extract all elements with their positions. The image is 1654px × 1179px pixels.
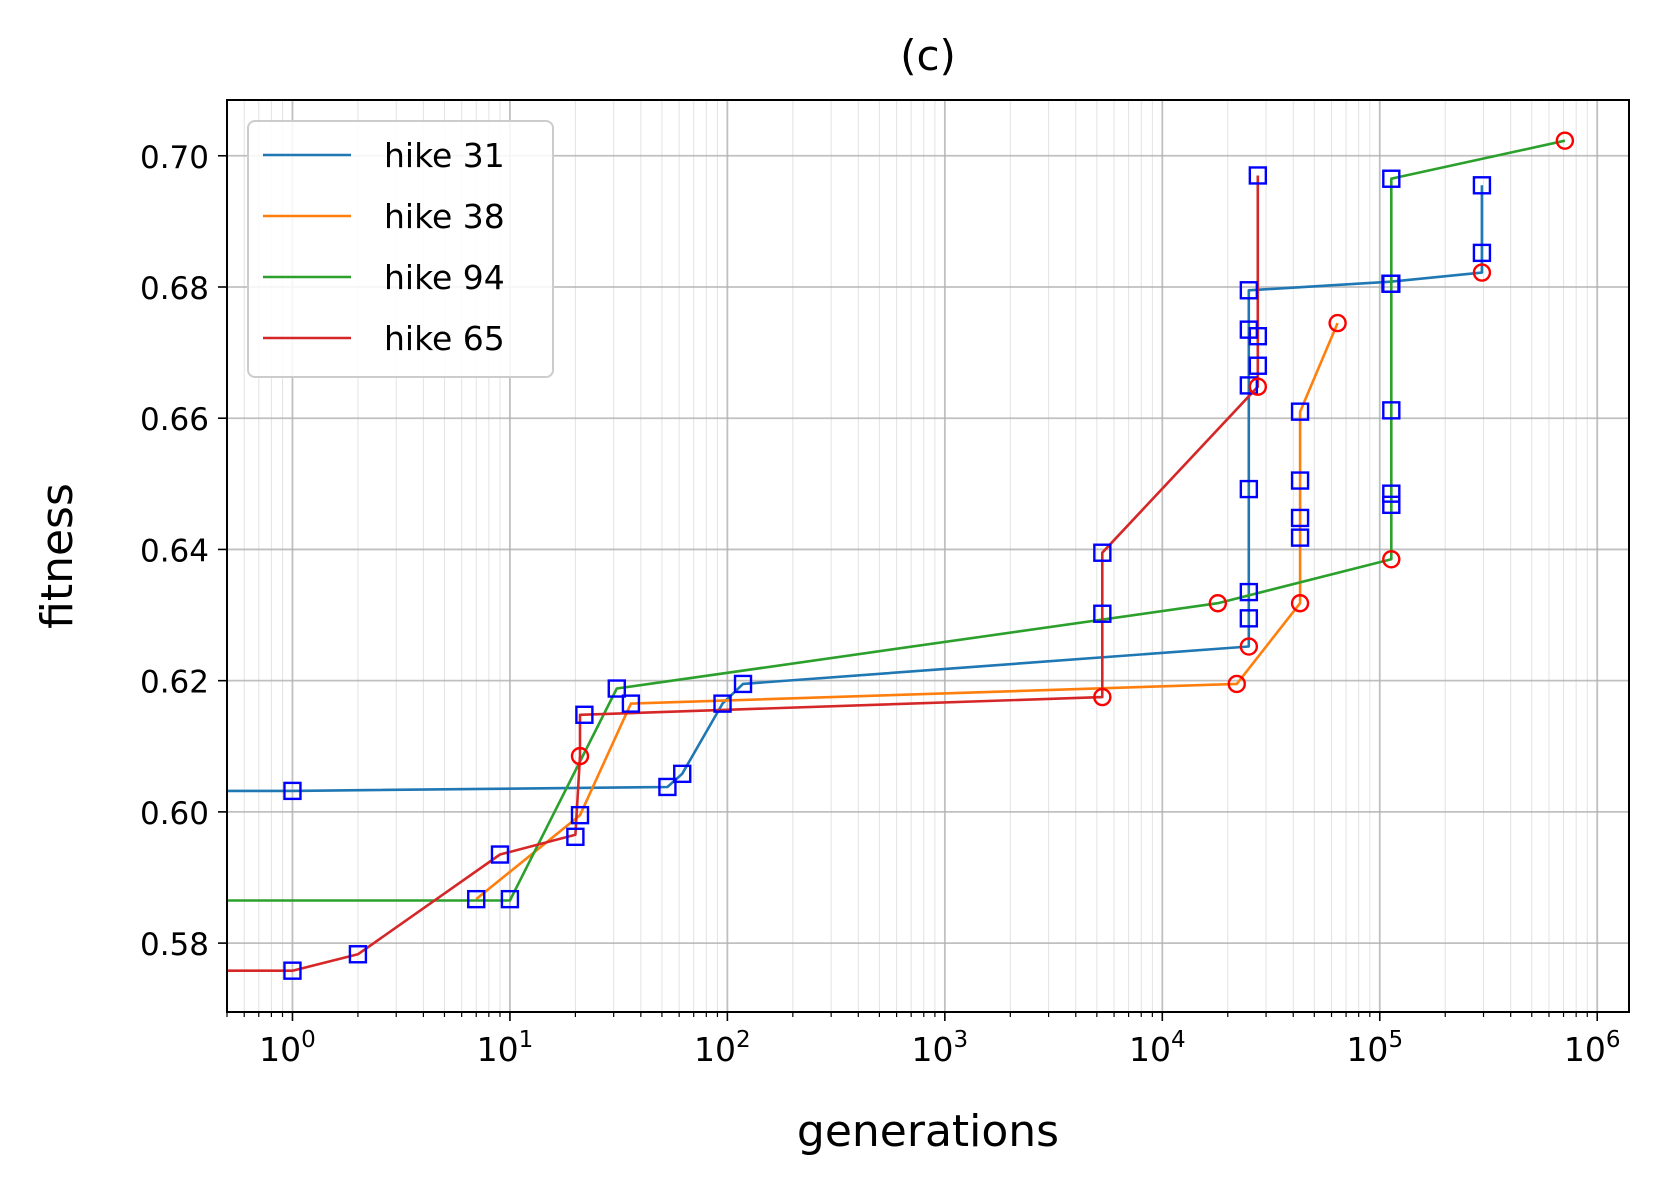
square-marker-hike-94	[1382, 484, 1401, 503]
legend-label-hike-31: hike 31	[384, 136, 505, 175]
y-tick-label: 0.64	[140, 533, 209, 569]
circle-marker-hike-65	[1093, 687, 1112, 707]
legend-box	[247, 120, 554, 378]
square-marker-hike-94	[1382, 401, 1401, 420]
circle-marker-hike-31	[1239, 637, 1259, 656]
square-marker-hike-31	[658, 777, 677, 797]
square-marker-hike-65	[348, 945, 368, 964]
legend-label-hike-94: hike 94	[384, 258, 505, 297]
circle-marker-hike-38	[1328, 313, 1347, 333]
x-tick-label: 103	[912, 1027, 969, 1069]
legend-label-hike-65: hike 65	[384, 319, 505, 358]
marker-layer	[283, 131, 1575, 980]
square-marker-hike-31	[733, 674, 753, 694]
square-marker-hike-31	[1472, 243, 1492, 263]
circle-marker-hike-31	[1472, 263, 1492, 282]
circle-marker-hike-94	[1555, 131, 1575, 150]
square-marker-hike-38	[1290, 528, 1310, 547]
square-marker-hike-65	[1093, 604, 1112, 623]
square-marker-hike-65	[1248, 166, 1268, 185]
square-marker-hike-65	[1093, 543, 1112, 562]
y-tick-label: 0.70	[140, 140, 209, 176]
y-tick-label: 0.66	[140, 402, 209, 438]
square-marker-hike-38	[570, 805, 590, 825]
square-marker-hike-94	[1382, 274, 1401, 293]
x-tick-labels: 100 101 102 103 104 105 106	[259, 1027, 1620, 1069]
square-marker-hike-31	[1239, 609, 1259, 628]
square-marker-hike-31	[1239, 376, 1259, 395]
circle-marker-hike-94	[1382, 550, 1401, 569]
square-marker-hike-94	[500, 889, 520, 909]
square-marker-hike-65	[1248, 356, 1268, 375]
y-tick-label: 0.60	[140, 796, 209, 832]
circle-marker-hike-65	[1248, 377, 1268, 396]
series-line-hike-65	[227, 175, 1260, 973]
series-line-hike-31	[227, 185, 1484, 793]
square-marker-hike-31	[1239, 281, 1259, 300]
square-marker-hike-65	[575, 705, 594, 724]
square-marker-hike-38	[1290, 402, 1310, 421]
square-marker-hike-94	[1382, 495, 1401, 515]
series-line-hike-38	[475, 322, 1339, 901]
square-marker-hike-65	[490, 845, 510, 864]
x-axis-label: generations	[797, 1106, 1059, 1157]
circle-marker-hike-38	[1227, 674, 1246, 694]
series-layer	[227, 139, 1566, 973]
square-marker-hike-65	[283, 961, 302, 980]
circle-marker-hike-38	[1290, 594, 1310, 613]
legend-label-hike-38: hike 38	[384, 197, 505, 236]
circle-marker-hike-94	[1208, 594, 1228, 613]
plot-frame	[226, 99, 1630, 1013]
square-marker-hike-31	[713, 694, 732, 713]
square-marker-hike-65	[566, 827, 585, 847]
square-marker-hike-65	[1248, 327, 1268, 346]
square-marker-hike-31	[1472, 176, 1492, 195]
y-tick-label: 0.68	[140, 271, 209, 307]
square-marker-hike-31	[283, 781, 302, 801]
square-marker-hike-38	[1290, 508, 1310, 528]
axis-ticks	[218, 154, 1599, 1021]
circle-marker-hike-65	[570, 746, 590, 766]
chart-title: (c)	[900, 31, 956, 80]
square-marker-hike-31	[1239, 582, 1259, 602]
square-marker-hike-38	[621, 694, 641, 713]
y-tick-labels: 0.58 0.60 0.62 0.64 0.66 0.68 0.70	[140, 140, 209, 963]
square-marker-hike-38	[467, 889, 486, 909]
series-line-hike-94	[227, 139, 1566, 902]
y-axis-label: fitness	[32, 483, 83, 629]
y-tick-label: 0.58	[140, 927, 209, 963]
legend: hike 31 hike 38 hike 94 hike 65	[247, 120, 554, 378]
square-marker-hike-31	[673, 764, 692, 784]
square-marker-hike-31	[1239, 479, 1259, 499]
square-marker-hike-94	[607, 679, 626, 698]
square-marker-hike-94	[1382, 169, 1401, 188]
y-tick-label: 0.62	[140, 665, 209, 701]
square-marker-hike-38	[1290, 471, 1310, 490]
